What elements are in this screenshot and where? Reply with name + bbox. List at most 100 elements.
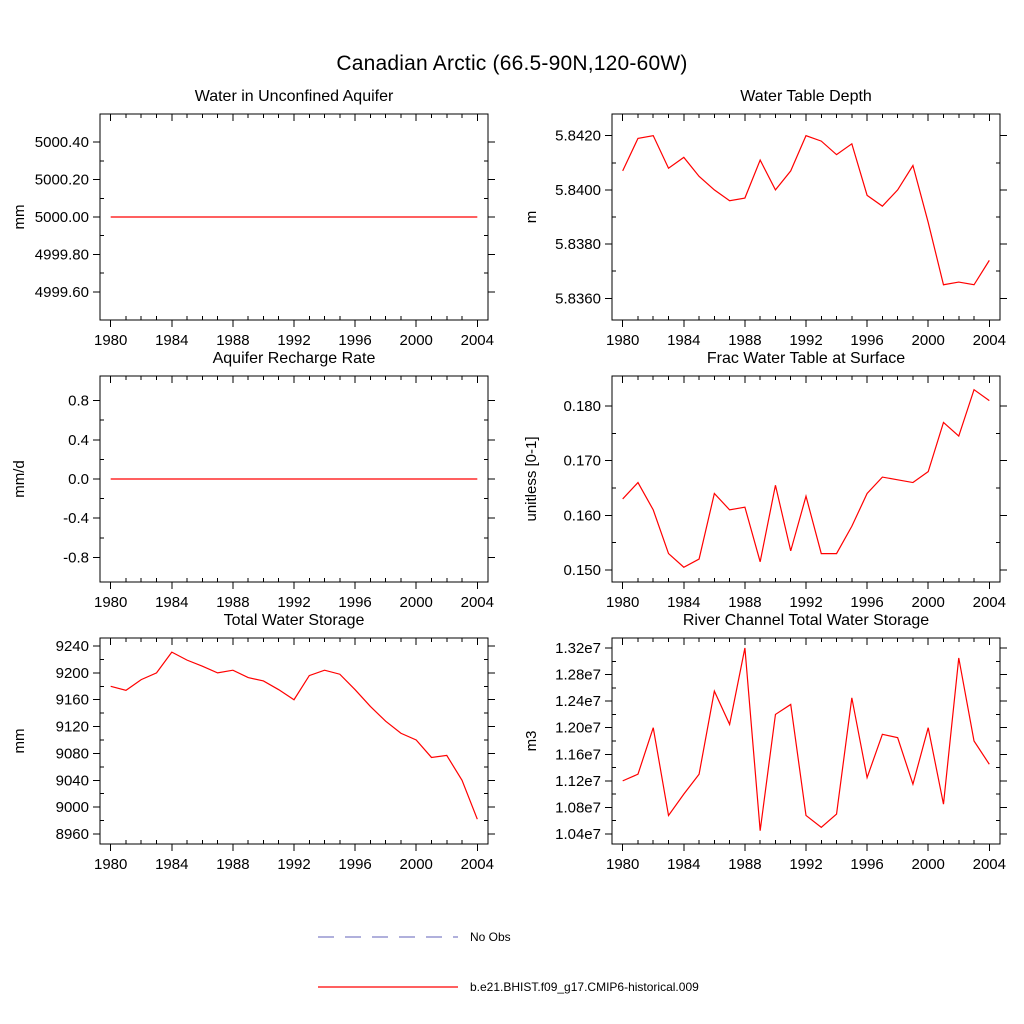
svg-text:4999.80: 4999.80 bbox=[35, 246, 89, 263]
svg-text:1.04e7: 1.04e7 bbox=[555, 826, 601, 843]
chart-title: River Channel Total Water Storage bbox=[682, 612, 930, 629]
svg-text:-0.4: -0.4 bbox=[63, 510, 89, 527]
svg-text:1980: 1980 bbox=[94, 332, 127, 348]
chart-title: Water in Unconfined Aquifer bbox=[194, 88, 394, 105]
svg-text:1980: 1980 bbox=[94, 594, 127, 610]
svg-text:1980: 1980 bbox=[94, 856, 127, 872]
svg-text:1992: 1992 bbox=[277, 332, 310, 348]
svg-text:1988: 1988 bbox=[728, 594, 761, 610]
legend-item-no-obs: No Obs bbox=[318, 930, 1024, 944]
svg-text:2000: 2000 bbox=[912, 594, 945, 610]
svg-text:0.160: 0.160 bbox=[563, 507, 601, 524]
svg-text:1.32e7: 1.32e7 bbox=[555, 640, 601, 657]
svg-text:1980: 1980 bbox=[606, 856, 639, 872]
svg-text:1992: 1992 bbox=[277, 856, 310, 872]
svg-text:1980: 1980 bbox=[606, 332, 639, 348]
main-title: Canadian Arctic (66.5-90N,120-60W) bbox=[336, 52, 688, 75]
chart-cell-water-in-unconfined-aquifer: Water in Unconfined Aquifer 1980 1984 1988… bbox=[0, 86, 512, 348]
svg-text:1996: 1996 bbox=[850, 856, 883, 872]
chart-cell-river-channel-total-water-storage: River Channel Total Water Storage 1980 19… bbox=[512, 610, 1024, 872]
legend-label-no-obs: No Obs bbox=[470, 930, 511, 944]
svg-text:1984: 1984 bbox=[667, 332, 700, 348]
svg-text:0.0: 0.0 bbox=[68, 471, 89, 488]
svg-text:8960: 8960 bbox=[56, 826, 89, 843]
svg-text:1.16e7: 1.16e7 bbox=[555, 746, 601, 763]
svg-text:5000.20: 5000.20 bbox=[35, 172, 89, 189]
svg-text:9080: 9080 bbox=[56, 745, 89, 762]
legend: No Obs b.e21.BHIST.f09_g17.CMIP6-histori… bbox=[318, 930, 1024, 994]
legend-item-model-run: b.e21.BHIST.f09_g17.CMIP6-historical.009 bbox=[318, 980, 1024, 994]
svg-text:9200: 9200 bbox=[56, 665, 89, 682]
svg-text:1984: 1984 bbox=[667, 856, 700, 872]
chart-cell-frac-water-table-at-surface: Frac Water Table at Surface 1980 1984 1988… bbox=[512, 348, 1024, 610]
svg-text:unitless [0-1]: unitless [0-1] bbox=[523, 436, 540, 521]
svg-text:1.24e7: 1.24e7 bbox=[555, 693, 601, 710]
chart-plot-river-channel-total-water-storage: 1980 1984 1988 1992 1996 2000 2004 1.04e7 1.08e7… bbox=[523, 637, 1007, 872]
svg-text:1984: 1984 bbox=[155, 332, 188, 348]
svg-text:0.150: 0.150 bbox=[563, 562, 601, 579]
svg-text:5000.00: 5000.00 bbox=[35, 209, 89, 226]
svg-text:9120: 9120 bbox=[56, 719, 89, 736]
svg-text:mm: mm bbox=[11, 205, 28, 230]
model-run-line-sample bbox=[318, 986, 458, 988]
svg-text:9000: 9000 bbox=[56, 799, 89, 816]
chart-plot-frac-water-table-at-surface: 1980 1984 1988 1992 1996 2000 2004 0.150 0.160 0.… bbox=[523, 375, 1007, 610]
chart-cell-water-table-depth: Water Table Depth 1980 1984 1988 1992 1996 20… bbox=[512, 86, 1024, 348]
svg-text:1996: 1996 bbox=[850, 332, 883, 348]
svg-text:1992: 1992 bbox=[789, 856, 822, 872]
chart-title: Frac Water Table at Surface bbox=[706, 350, 906, 367]
chart-title: Aquifer Recharge Rate bbox=[212, 350, 376, 367]
svg-text:1988: 1988 bbox=[216, 856, 249, 872]
svg-text:1984: 1984 bbox=[155, 856, 188, 872]
svg-text:2004: 2004 bbox=[461, 856, 494, 872]
chart-title: Total Water Storage bbox=[223, 612, 365, 629]
svg-text:2000: 2000 bbox=[912, 332, 945, 348]
svg-text:mm: mm bbox=[11, 729, 28, 754]
svg-text:2000: 2000 bbox=[912, 856, 945, 872]
chart-plot-water-in-unconfined-aquifer: 1980 1984 1988 1992 1996 2000 2004 4999.60 4999.… bbox=[11, 113, 495, 348]
chart-title: Water Table Depth bbox=[740, 88, 872, 105]
svg-text:2000: 2000 bbox=[400, 332, 433, 348]
svg-text:1.12e7: 1.12e7 bbox=[555, 773, 601, 790]
no-obs-line-sample bbox=[318, 936, 458, 938]
svg-text:5.8400: 5.8400 bbox=[555, 182, 601, 199]
svg-text:1988: 1988 bbox=[216, 332, 249, 348]
chart-plot-aquifer-recharge-rate: 1980 1984 1988 1992 1996 2000 2004 -0.8 -0.4 0.0 0… bbox=[11, 375, 495, 610]
svg-text:0.170: 0.170 bbox=[563, 453, 601, 470]
svg-text:1996: 1996 bbox=[338, 332, 371, 348]
svg-text:0.4: 0.4 bbox=[68, 432, 89, 449]
svg-text:9160: 9160 bbox=[56, 692, 89, 709]
svg-text:0.180: 0.180 bbox=[563, 398, 601, 415]
svg-text:5.8380: 5.8380 bbox=[555, 236, 601, 253]
svg-text:m3: m3 bbox=[523, 731, 540, 752]
chart-plot-total-water-storage: 1980 1984 1988 1992 1996 2000 2004 8960 9000 9040… bbox=[11, 637, 495, 872]
svg-text:1996: 1996 bbox=[338, 594, 371, 610]
svg-text:1.28e7: 1.28e7 bbox=[555, 667, 601, 684]
chart-grid: Water in Unconfined Aquifer 1980 1984 1988… bbox=[0, 86, 1024, 872]
svg-text:5.8420: 5.8420 bbox=[555, 128, 601, 145]
svg-text:2004: 2004 bbox=[973, 332, 1006, 348]
svg-text:m: m bbox=[523, 211, 540, 224]
svg-text:1.08e7: 1.08e7 bbox=[555, 799, 601, 816]
svg-text:9040: 9040 bbox=[56, 772, 89, 789]
svg-text:2004: 2004 bbox=[461, 594, 494, 610]
svg-text:2004: 2004 bbox=[461, 332, 494, 348]
svg-text:1988: 1988 bbox=[728, 856, 761, 872]
svg-text:1996: 1996 bbox=[338, 856, 371, 872]
chart-plot-water-table-depth: 1980 1984 1988 1992 1996 2000 2004 5.8360 5.8380… bbox=[523, 113, 1007, 348]
svg-text:-0.8: -0.8 bbox=[63, 549, 89, 566]
svg-text:5.8360: 5.8360 bbox=[555, 290, 601, 307]
svg-text:1.20e7: 1.20e7 bbox=[555, 720, 601, 737]
svg-text:1996: 1996 bbox=[850, 594, 883, 610]
svg-text:0.8: 0.8 bbox=[68, 393, 89, 410]
svg-text:9240: 9240 bbox=[56, 638, 89, 655]
svg-text:1992: 1992 bbox=[277, 594, 310, 610]
svg-text:1992: 1992 bbox=[789, 594, 822, 610]
svg-text:2004: 2004 bbox=[973, 856, 1006, 872]
svg-text:1988: 1988 bbox=[728, 332, 761, 348]
legend-label-model-run: b.e21.BHIST.f09_g17.CMIP6-historical.009 bbox=[470, 980, 699, 994]
svg-text:1984: 1984 bbox=[155, 594, 188, 610]
chart-cell-total-water-storage: Total Water Storage 1980 1984 1988 1992 1996… bbox=[0, 610, 512, 872]
svg-text:4999.60: 4999.60 bbox=[35, 284, 89, 301]
